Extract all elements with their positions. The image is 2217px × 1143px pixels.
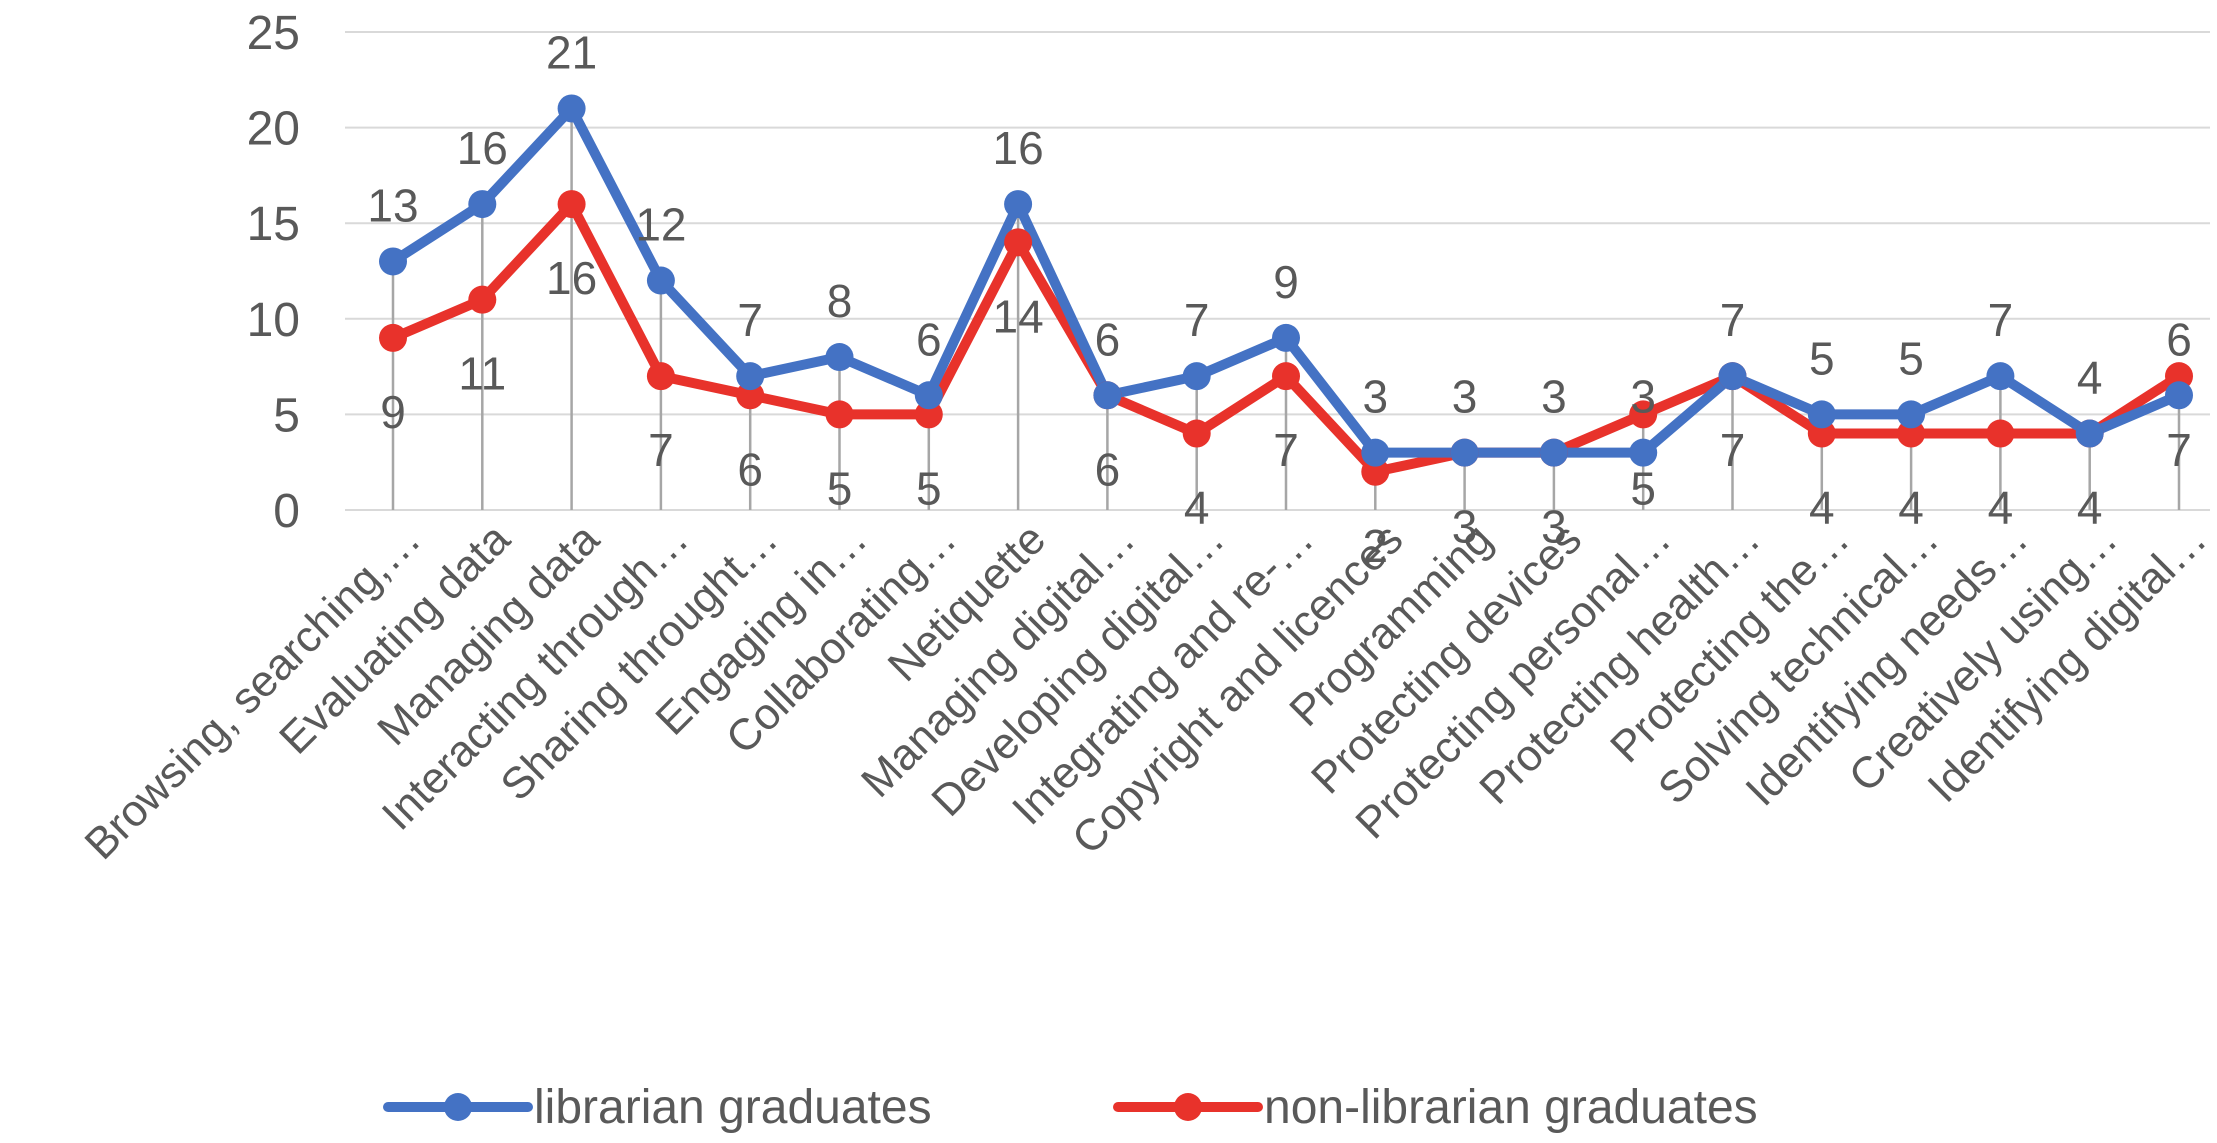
x-tick-label: Browsing, searching,… [76, 514, 431, 869]
point-non-librarian [1004, 228, 1033, 257]
data-label-non-librarian: 4 [1809, 482, 1835, 534]
y-tick-label: 5 [273, 389, 300, 442]
x-axis: Browsing, searching,…Evaluating dataMana… [76, 514, 2217, 869]
point-librarian [2165, 381, 2193, 410]
y-tick-label: 25 [247, 7, 300, 60]
legend-marker [444, 1093, 472, 1121]
point-librarian [1272, 323, 1300, 352]
data-label-librarian: 4 [2077, 352, 2103, 404]
data-label-non-librarian: 4 [1184, 482, 1210, 534]
point-non-librarian [557, 190, 586, 219]
y-axis: 0 5 10 15 20 25 [247, 7, 300, 538]
point-librarian [646, 266, 675, 295]
y-tick-label: 10 [247, 294, 300, 347]
legend-item-non-librarian: non-librarian graduates [1113, 1081, 1758, 1134]
legend: librarian graduates non-librarian graduat… [383, 1081, 1758, 1134]
data-label-librarian: 7 [1720, 294, 1746, 346]
data-label-librarian: 8 [827, 275, 853, 327]
data-label-librarian: 7 [737, 294, 763, 346]
data-label-non-librarian: 7 [1720, 424, 1746, 476]
data-label-librarian: 3 [1630, 371, 1656, 423]
point-librarian [1807, 400, 1836, 429]
data-points [379, 94, 2193, 486]
data-label-non-librarian: 7 [1273, 424, 1299, 476]
legend-label: non-librarian graduates [1264, 1081, 1758, 1134]
data-label-librarian: 5 [1809, 332, 1835, 384]
point-non-librarian [468, 285, 497, 314]
point-librarian [1897, 400, 1926, 429]
data-label-non-librarian: 5 [827, 462, 853, 514]
data-label-librarian: 7 [1184, 294, 1210, 346]
point-non-librarian [825, 400, 854, 429]
point-librarian [1450, 438, 1479, 467]
data-labels: 13 16 21 12 7 8 6 16 6 7 9 3 3 3 3 7 5 5 7 4 6 9 11 16 7 6 5 5 14 6 4 7… [367, 26, 2191, 571]
data-label-librarian: 3 [1541, 371, 1567, 423]
data-label-non-librarian: 14 [993, 290, 1044, 342]
legend-marker [1174, 1093, 1202, 1121]
data-label-non-librarian: 16 [546, 252, 597, 304]
point-librarian [1986, 362, 2015, 391]
data-label-librarian: 5 [1898, 332, 1924, 384]
y-tick-label: 15 [247, 198, 300, 251]
point-non-librarian [646, 362, 675, 391]
point-librarian [1093, 381, 1122, 410]
point-non-librarian [1182, 419, 1211, 448]
point-librarian [1004, 190, 1033, 219]
data-label-librarian: 9 [1273, 256, 1299, 308]
data-label-librarian: 16 [993, 122, 1044, 174]
point-librarian [825, 343, 854, 372]
data-label-non-librarian: 7 [648, 424, 674, 476]
data-label-librarian: 3 [1452, 371, 1478, 423]
data-label-librarian: 21 [546, 26, 597, 78]
point-non-librarian [1986, 419, 2015, 448]
data-label-librarian: 13 [367, 179, 418, 231]
point-librarian [1718, 362, 1747, 391]
data-label-non-librarian: 3 [1541, 501, 1567, 553]
point-non-librarian [379, 323, 407, 352]
data-label-librarian: 12 [635, 199, 686, 251]
point-non-librarian [1272, 362, 1300, 391]
data-label-non-librarian: 4 [2077, 482, 2103, 534]
point-librarian [557, 94, 586, 123]
data-label-librarian: 3 [1363, 371, 1389, 423]
data-label-librarian: 6 [916, 313, 942, 365]
point-librarian [1539, 438, 1568, 467]
point-librarian [468, 190, 497, 219]
point-librarian [1182, 362, 1211, 391]
legend-label: librarian graduates [534, 1081, 932, 1134]
data-label-librarian: 6 [2166, 313, 2192, 365]
point-librarian [379, 247, 407, 276]
legend-item-librarian: librarian graduates [383, 1081, 932, 1134]
data-label-non-librarian: 6 [1095, 443, 1121, 495]
y-tick-label: 0 [273, 485, 300, 538]
data-label-librarian: 7 [1988, 294, 2014, 346]
data-label-non-librarian: 9 [380, 386, 406, 438]
data-label-non-librarian: 5 [1630, 462, 1656, 514]
data-label-non-librarian: 4 [1898, 482, 1924, 534]
data-label-librarian: 16 [457, 122, 508, 174]
data-label-non-librarian: 11 [458, 348, 506, 400]
data-label-non-librarian: 3 [1452, 501, 1478, 553]
data-label-non-librarian: 5 [916, 462, 942, 514]
data-label-non-librarian: 2 [1363, 520, 1389, 572]
point-librarian [1361, 438, 1390, 467]
data-label-non-librarian: 7 [2166, 424, 2192, 476]
data-label-non-librarian: 6 [737, 443, 763, 495]
data-label-non-librarian: 4 [1988, 482, 2014, 534]
point-non-librarian [1629, 400, 1658, 429]
point-librarian [914, 381, 943, 410]
gridlines [345, 31, 2210, 511]
point-librarian [736, 362, 765, 391]
point-librarian [2075, 419, 2104, 448]
data-label-librarian: 6 [1095, 313, 1121, 365]
point-librarian [1629, 438, 1658, 467]
y-tick-label: 20 [247, 103, 300, 156]
